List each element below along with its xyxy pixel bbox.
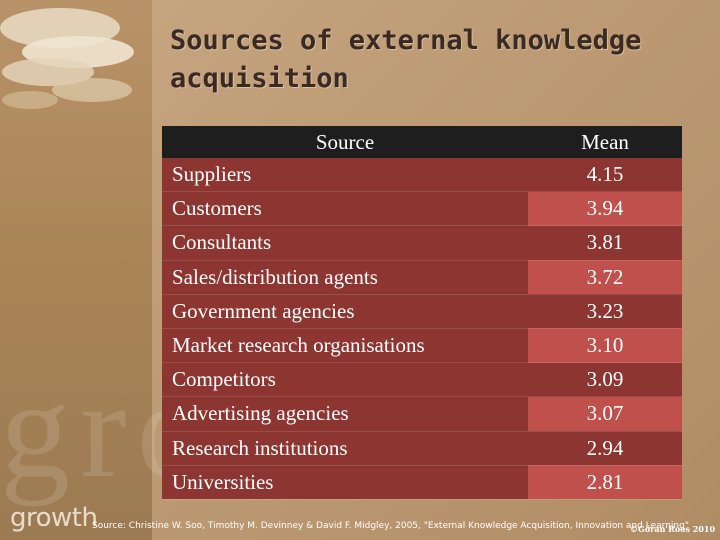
source-cell: Sales/distribution agents (162, 260, 524, 295)
cell-gap (524, 396, 528, 432)
slide-title: Sources of external knowledge acquisitio… (170, 25, 642, 94)
table-row: Consultants 3.81 (162, 225, 682, 261)
mean-cell: 4.15 (528, 158, 682, 193)
table-row: Universities 2.81 (162, 465, 682, 500)
source-cell: Universities (162, 465, 524, 500)
source-cell: Market research organisations (162, 328, 524, 364)
cell-gap (524, 328, 528, 364)
mean-cell: 2.81 (528, 465, 682, 500)
growth-logo: growth (10, 503, 98, 533)
mean-cell: 3.72 (528, 260, 682, 295)
header-mean: Mean (528, 126, 682, 158)
cell-gap (524, 431, 528, 466)
source-cell: Customers (162, 191, 524, 227)
cell-gap (524, 158, 528, 193)
cell-gap (524, 260, 528, 295)
source-cell: Government agencies (162, 294, 524, 329)
source-cell: Consultants (162, 225, 524, 261)
mean-cell: 3.07 (528, 396, 682, 432)
mean-cell: 3.09 (528, 362, 682, 398)
header-source: Source (162, 126, 528, 158)
source-cell: Research institutions (162, 431, 524, 466)
sources-table: Source Mean Suppliers 4.15 Customers 3.9… (162, 126, 682, 500)
source-cell: Advertising agencies (162, 396, 524, 432)
mean-cell: 3.81 (528, 225, 682, 261)
table-row: Sales/distribution agents 3.72 (162, 260, 682, 295)
table-row: Advertising agencies 3.07 (162, 396, 682, 432)
cell-gap (524, 225, 528, 261)
cell-gap (524, 465, 528, 500)
source-citation: Source: Christine W. Soo, Timothy M. Dev… (92, 521, 689, 531)
copyright-notice: ©Göran Roos 2010 (630, 524, 716, 534)
cell-gap (524, 294, 528, 329)
mean-cell: 3.23 (528, 294, 682, 329)
table-row: Suppliers 4.15 (162, 158, 682, 193)
table-row: Customers 3.94 (162, 191, 682, 227)
table-row: Government agencies 3.23 (162, 294, 682, 329)
cell-gap (524, 191, 528, 227)
table-row: Competitors 3.09 (162, 362, 682, 398)
mushroom-image (0, 8, 134, 109)
source-cell: Competitors (162, 362, 524, 398)
mean-cell: 2.94 (528, 431, 682, 466)
source-cell: Suppliers (162, 158, 524, 193)
mean-cell: 3.10 (528, 328, 682, 364)
table-row: Research institutions 2.94 (162, 431, 682, 466)
mean-cell: 3.94 (528, 191, 682, 227)
cell-gap (524, 362, 528, 398)
table-row: Market research organisations 3.10 (162, 328, 682, 364)
